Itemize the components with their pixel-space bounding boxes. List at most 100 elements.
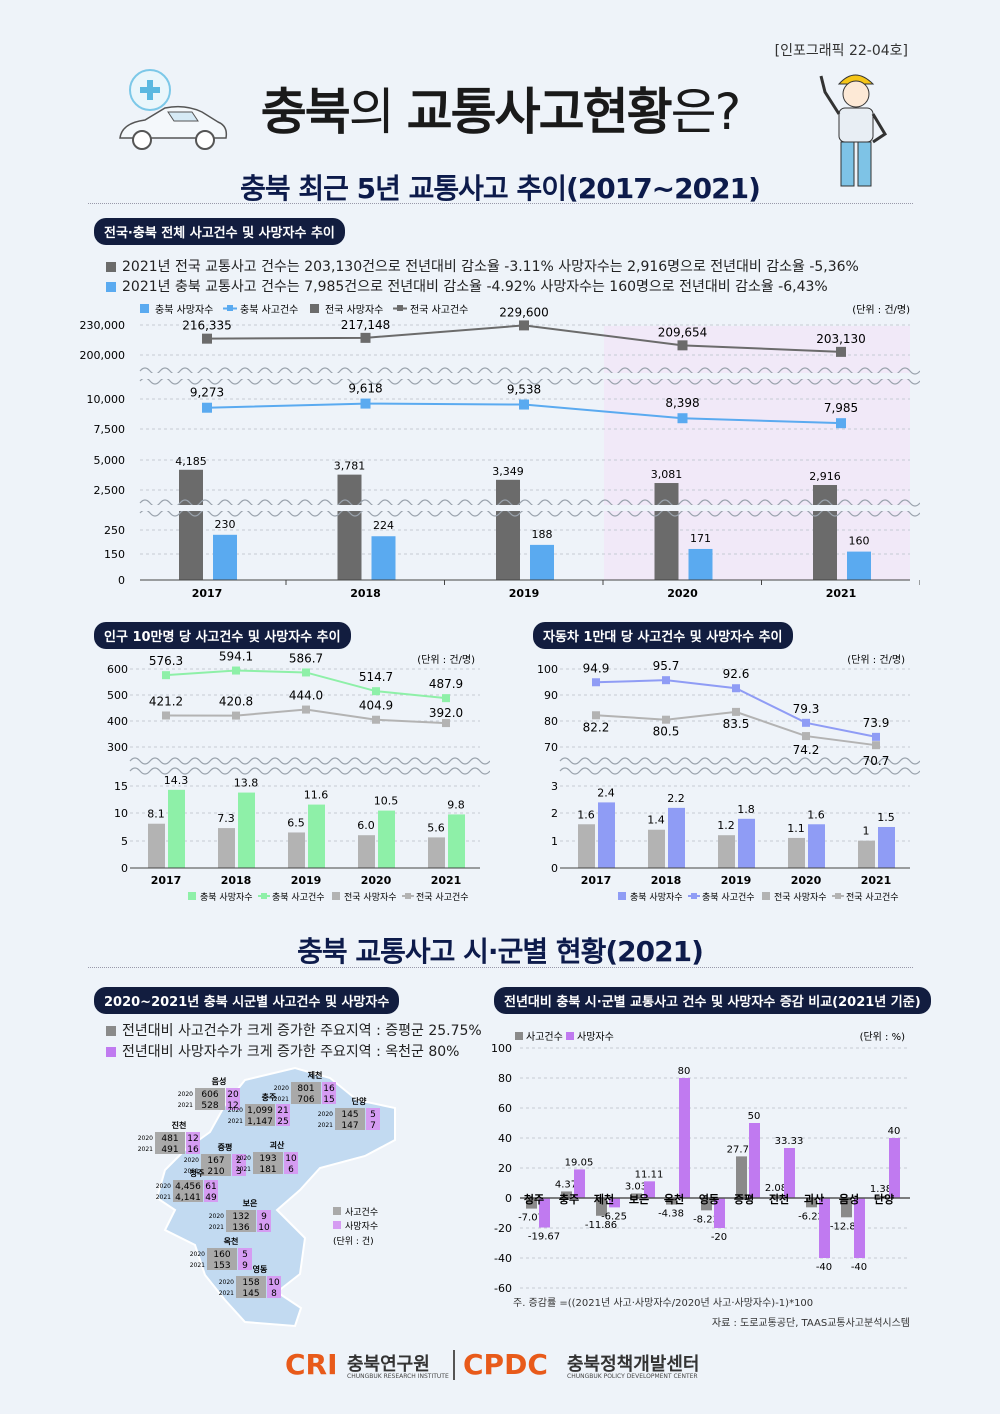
chungbuk-accident-label: 8,398 xyxy=(665,396,699,410)
national-accident-label: 420.8 xyxy=(219,695,253,709)
region-year: 2020 xyxy=(184,1157,199,1164)
region-year: 2020 xyxy=(190,1251,205,1258)
region-death-cell xyxy=(232,1165,246,1176)
region-year: 2020 xyxy=(156,1183,171,1190)
region-accident-value: 160 xyxy=(213,1250,230,1260)
death-change-label: -6.25 xyxy=(601,1211,627,1222)
y-tick-label: 0 xyxy=(505,1192,512,1205)
region-death-value: 5 xyxy=(370,1110,376,1120)
region-year: 2020 xyxy=(228,1107,243,1114)
region-death-value: 10 xyxy=(258,1223,270,1233)
region-name: 음성 xyxy=(212,1076,227,1086)
chungbuk-accident-point xyxy=(872,732,880,741)
death-change-label: 11.11 xyxy=(635,1169,664,1180)
chungbuk-accident-point xyxy=(732,684,740,693)
legend-swatch xyxy=(515,1032,523,1040)
region-death-value: 9 xyxy=(261,1212,267,1222)
x-tick-label: 옥천 xyxy=(664,1192,684,1206)
death-change-bar xyxy=(889,1138,900,1198)
accident-change-label: 27.75 xyxy=(727,1144,756,1155)
region-death-value: 12 xyxy=(227,1101,238,1111)
chungbuk-accident-point xyxy=(232,666,240,675)
legend-swatch xyxy=(310,304,319,313)
chungbuk-accident-point xyxy=(662,676,670,685)
death-change-label: -20 xyxy=(711,1232,727,1243)
death-change-bar xyxy=(679,1078,690,1198)
chungbuk-death-label: 10.5 xyxy=(374,795,399,808)
region-death-value: 10 xyxy=(268,1278,280,1288)
x-tick-label: 충주 xyxy=(559,1192,579,1206)
national-death-label: 1.6 xyxy=(577,808,595,821)
region-death-cell xyxy=(204,1180,218,1191)
region-accident-cell xyxy=(236,1287,266,1298)
y-tick-label: 2,500 xyxy=(94,484,126,497)
national-death-bar xyxy=(718,835,735,868)
region-accident-value: 1,147 xyxy=(247,1117,273,1127)
chungbuk-death-label: 188 xyxy=(532,528,553,541)
legend-label: 전국 사망자수 xyxy=(344,892,397,903)
region-accident-value: 132 xyxy=(232,1212,249,1222)
y-tick-label: 70 xyxy=(544,741,558,754)
x-tick-label: 2021 xyxy=(826,587,857,600)
legend-label: 충북 사망자수 xyxy=(155,304,213,316)
death-change-label: 50 xyxy=(748,1111,761,1122)
chungbuk-death-label: 13.8 xyxy=(234,777,259,790)
accident-change-bar xyxy=(876,1195,887,1198)
cpdc-logo: CPDC xyxy=(463,1348,548,1381)
accident-change-label: -11.86 xyxy=(585,1220,617,1231)
region-name: 충주 xyxy=(262,1092,277,1102)
region-death-value: 8 xyxy=(271,1289,277,1299)
region-accident-cell xyxy=(201,1154,231,1165)
x-tick-label: 보은 xyxy=(629,1193,649,1206)
x-tick-label: 진천 xyxy=(769,1192,789,1206)
death-change-bar xyxy=(539,1198,550,1228)
unit-label: (단위 : 건/명) xyxy=(417,653,475,666)
y-tick-label: -20 xyxy=(494,1222,512,1235)
map-note2: 전년대비 사망자수가 크게 증가한 주요지역 : 옥천군 80% xyxy=(106,1041,459,1061)
region-death-cell xyxy=(276,1115,290,1126)
x-tick-label: 2021 xyxy=(431,874,462,887)
national-death-bar xyxy=(648,829,665,868)
accident-change-label: 1.38 xyxy=(870,1184,892,1195)
chungbuk-accident-point xyxy=(442,694,450,703)
death-change-label: -40 xyxy=(851,1262,867,1273)
region-death-value: 12 xyxy=(187,1134,198,1144)
chungbuk-death-label: 1.6 xyxy=(807,808,825,821)
axis-break xyxy=(559,757,920,765)
region-death-value: 49 xyxy=(205,1193,217,1203)
region-name: 보은 xyxy=(243,1199,258,1208)
national-death-bar xyxy=(578,824,595,868)
region-accident-cell xyxy=(173,1191,203,1202)
accident-change-bar xyxy=(666,1198,677,1205)
x-tick-label: 2017 xyxy=(192,587,223,600)
region-accident-cell xyxy=(245,1104,275,1115)
region-accident-value: 210 xyxy=(207,1167,224,1177)
legend-swatch xyxy=(261,893,267,899)
region-death-value: 7 xyxy=(370,1121,376,1131)
region-death-cell xyxy=(322,1082,336,1093)
change-chart: 사고건수 사망자수 (단위 : %) 100 80 60 40 20 0 -20 -40 -60 -7.… xyxy=(491,1030,910,1295)
x-tick-label: 청주 xyxy=(524,1192,544,1206)
chungbuk-death-bar xyxy=(847,551,871,580)
chungbuk-accident-point xyxy=(360,398,371,409)
cri-en: CHUNGBUK RESEARCH INSTITUTE xyxy=(347,1373,449,1380)
accident-change-label: 2.08 xyxy=(765,1183,787,1194)
y-tick-label: 400 xyxy=(107,715,128,728)
accident-change-bar xyxy=(596,1198,607,1216)
map-unit: (단위 : 건) xyxy=(333,1236,374,1247)
region-death-cell xyxy=(238,1259,252,1270)
chungbuk-accident-label: 73.9 xyxy=(863,716,890,730)
region-accident-value: 181 xyxy=(259,1165,276,1175)
legend-swatch xyxy=(140,304,149,313)
car-icon xyxy=(119,69,228,150)
axis-break-gap xyxy=(140,505,910,511)
x-tick-label: 2020 xyxy=(361,874,392,887)
formula-note: 주. 증감률 =((2021년 사고·사망자수/2020년 사고·사망자수)-1… xyxy=(513,1298,814,1309)
national-accident-label: 444.0 xyxy=(289,689,323,703)
legend-swatch xyxy=(566,1032,574,1040)
x-tick-label: 2021 xyxy=(861,874,892,887)
per100k-tag: 인구 10만명 당 사고건수 및 사망자수 추이 xyxy=(94,622,351,649)
region-death-cell xyxy=(186,1132,200,1143)
legend-swatch xyxy=(227,305,233,311)
y-tick-label: 60 xyxy=(498,1102,512,1115)
